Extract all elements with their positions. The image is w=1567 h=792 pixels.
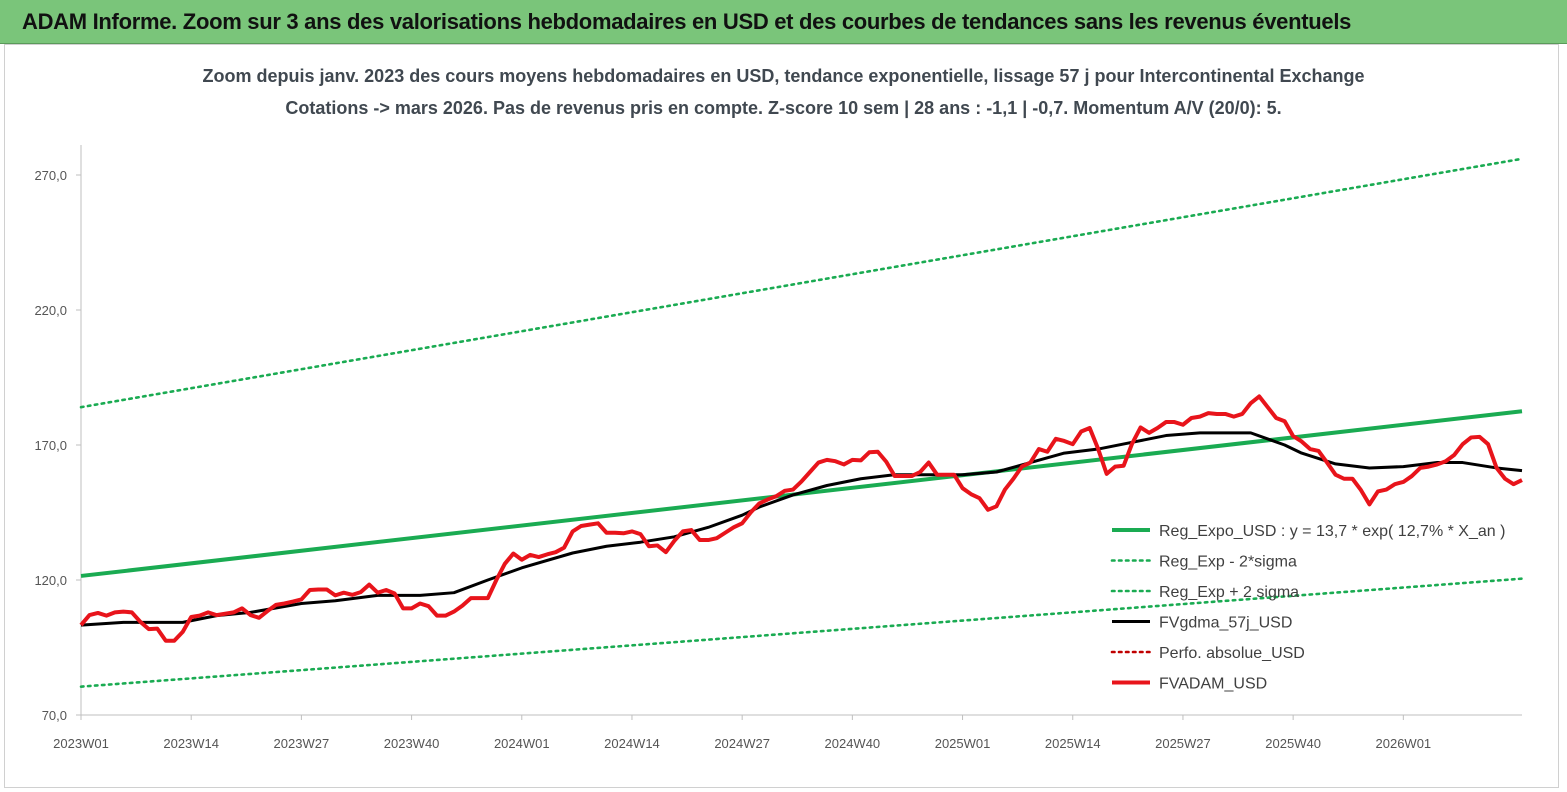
y-tick-label: 170,0 (34, 438, 67, 453)
y-tick-label: 270,0 (34, 168, 67, 183)
x-tick-label: 2025W40 (1265, 736, 1321, 751)
x-tick-label: 2024W01 (494, 736, 550, 751)
legend-entry: FVgdma_57j_USD (1159, 615, 1292, 632)
series-line (79, 157, 1524, 409)
x-tick-label: 2025W27 (1155, 736, 1211, 751)
legend-entry: Perfo. absolue_USD (1159, 645, 1305, 662)
report-title: ADAM Informe. Zoom sur 3 ans des valoris… (22, 9, 1352, 34)
x-tick-label: 2023W27 (274, 736, 330, 751)
legend-entry: FVADAM_USD (1159, 676, 1267, 693)
x-tick-label: 2026W01 (1376, 736, 1432, 751)
report-banner: ADAM Informe. Zoom sur 3 ans des valoris… (0, 0, 1567, 44)
series-line (79, 577, 1524, 688)
x-tick-label: 2025W14 (1045, 736, 1101, 751)
y-tick-label: 220,0 (34, 303, 67, 318)
x-tick-label: 2023W14 (163, 736, 219, 751)
chart-axes: 70,0 120,0 170,0 220,0 270,0 2023W01 2023W14 20… (34, 145, 1522, 751)
series-line (79, 394, 1523, 643)
chart-subtitle: Cotations -> mars 2026. Pas de revenus p… (285, 98, 1282, 118)
x-tick-label: 2025W01 (935, 736, 991, 751)
x-tick-label: 2023W40 (384, 736, 440, 751)
legend-entry: Reg_Exp - 2*sigma (1159, 554, 1297, 571)
legend-entry: Reg_Exp + 2 sigma (1159, 584, 1299, 601)
series-line (80, 431, 1523, 627)
legend-entry: Reg_Expo_USD : y = 13,7 * exp( 12,7% * X… (1159, 523, 1505, 540)
chart-title: Zoom depuis janv. 2023 des cours moyens … (202, 66, 1365, 86)
chart-legend: Reg_Expo_USD : y = 13,7 * exp( 12,7% * X… (1110, 523, 1505, 693)
chart-frame (4, 44, 1559, 788)
y-tick-label: 70,0 (42, 708, 67, 723)
chart-plot-area (79, 157, 1524, 688)
x-tick-label: 2023W01 (53, 736, 109, 751)
y-tick-label: 120,0 (34, 573, 67, 588)
x-tick-label: 2024W40 (825, 736, 881, 751)
x-tick-label: 2024W27 (714, 736, 770, 751)
x-tick-label: 2024W14 (604, 736, 660, 751)
